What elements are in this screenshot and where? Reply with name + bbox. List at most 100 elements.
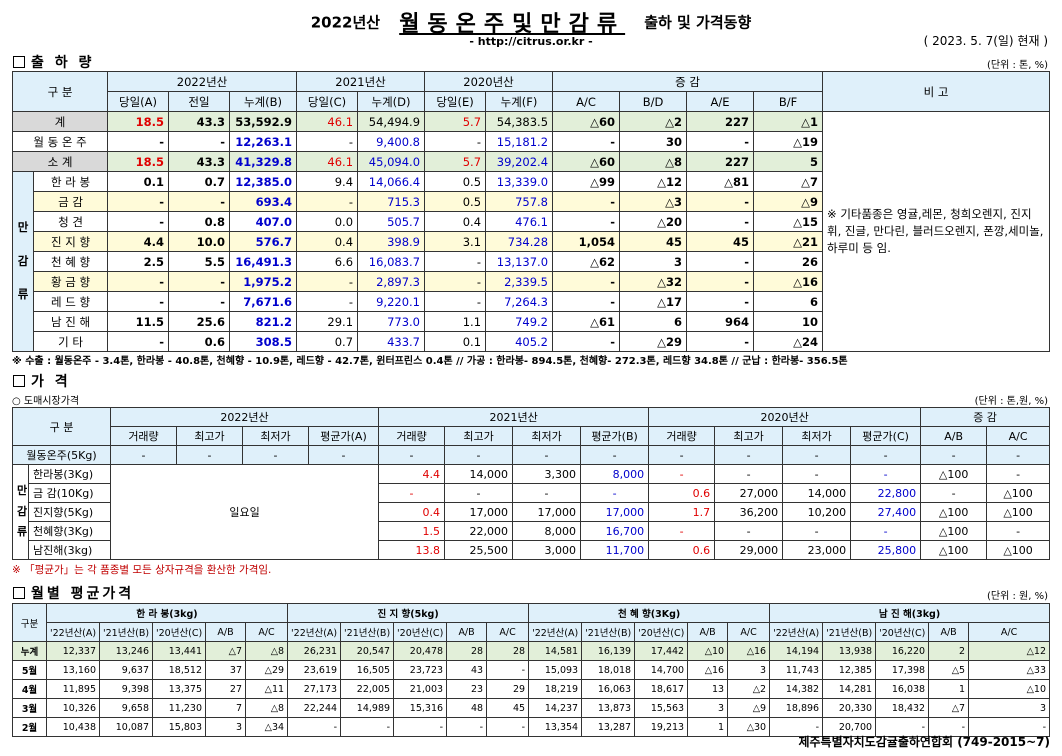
data-cell: 17,000 [444, 502, 514, 522]
row-label: 금 감 [32, 191, 109, 212]
data-cell: 16,083.7 [357, 251, 426, 272]
data-cell: 3,300 [512, 464, 582, 484]
data-cell: 13,873 [581, 698, 636, 718]
data-cell: △19 [753, 131, 824, 152]
subheader-cell: A/B [205, 622, 246, 642]
data-cell: △16 [687, 660, 729, 680]
header-gubun: 구분 [12, 603, 47, 642]
table-row: 금 감 - -693.4-715.3 0.5 757.8- △3- △9 [13, 191, 1050, 212]
data-cell: 53,592.9 [229, 111, 298, 132]
data-cell: 3.1 [424, 231, 487, 252]
data-cell: - [686, 251, 755, 272]
data-cell: 41,329.8 [229, 151, 298, 172]
data-cell: - [552, 131, 621, 152]
header-2022: 2022년산 [109, 407, 380, 427]
data-cell: 1.5 [378, 521, 446, 541]
data-cell: 3 [205, 717, 246, 737]
data-cell: 12,337 [46, 641, 100, 661]
data-cell: 45 [486, 698, 530, 718]
data-cell: 29.1 [296, 311, 359, 332]
data-cell: - [424, 271, 487, 292]
data-cell: 20,700 [822, 717, 877, 737]
data-cell: 13,246 [99, 641, 153, 661]
subheader-cell: 누계(D) [357, 91, 426, 112]
row-label: 진지향(5Kg) [28, 502, 111, 522]
data-cell: 14,194 [769, 641, 824, 661]
data-cell: - [714, 521, 784, 541]
data-cell: 13,354 [528, 717, 583, 737]
data-cell: - [242, 445, 309, 465]
data-cell: 46.1 [296, 111, 359, 132]
data-cell: 17,000 [512, 502, 582, 522]
subheader-cell: A/C [968, 622, 1050, 642]
data-cell: △29 [619, 331, 688, 352]
data-cell: 749.2 [485, 311, 554, 332]
subheader-cell: 평균가(A) [307, 426, 380, 446]
data-cell: 9.4 [296, 171, 359, 192]
data-cell: 10,326 [46, 698, 100, 718]
data-cell: 17,000 [580, 502, 650, 522]
row-label: 기 타 [32, 331, 109, 352]
data-cell: 9,400.8 [357, 131, 426, 152]
data-cell: - [986, 445, 1050, 465]
price-note: ※ 「평균가」는 각 품종별 모든 상자규격을 환산한 가격임. [12, 564, 272, 576]
data-cell: 3 [687, 698, 729, 718]
data-cell: 13,160 [46, 660, 100, 680]
data-cell: - [512, 445, 582, 465]
data-cell: 11,700 [580, 540, 650, 560]
data-cell: 0.7 [168, 171, 231, 192]
data-cell: 12,385 [822, 660, 877, 680]
data-cell: △3 [619, 191, 688, 212]
data-cell: 2,897.3 [357, 271, 426, 292]
data-cell: △24 [753, 331, 824, 352]
data-cell: 23,000 [782, 540, 852, 560]
data-cell: 1.7 [648, 502, 716, 522]
subheader-cell: 평균가(C) [850, 426, 922, 446]
subheader-cell: A/C [986, 426, 1050, 446]
data-cell: 12,385.0 [229, 171, 298, 192]
table-row: 청 견 -0.8 407.0 0.0 505.7 0.4 476.1- △20- △15 [13, 211, 1050, 232]
site-url[interactable]: - http://citrus.or.kr - [469, 35, 593, 48]
data-cell: - [168, 131, 231, 152]
data-cell: 16,139 [581, 641, 636, 661]
data-cell: 20,547 [340, 641, 395, 661]
data-cell: 715.3 [357, 191, 426, 212]
data-cell: 20,330 [822, 698, 877, 718]
data-cell: 0.5 [424, 191, 487, 212]
group-label-char: 류 [17, 287, 29, 302]
data-cell: - [287, 717, 342, 737]
data-cell: 9,398 [99, 679, 153, 699]
header-2022: 2022년산 [107, 71, 298, 92]
table-row: 남 진 해 11.5 25.6 821.2 29.1 773.0 1.1 749.2 △61 6 9… [13, 311, 1050, 332]
section-monthly-unit: (단위 : 원, %) [987, 591, 1048, 602]
data-cell: 3,000 [512, 540, 582, 560]
data-cell: △32 [619, 271, 688, 292]
data-cell: - [340, 717, 395, 737]
subheader-cell: 최저가 [512, 426, 582, 446]
subheader-cell: '21년산(B) [581, 622, 636, 642]
subheader-cell: 최고가 [176, 426, 243, 446]
subheader-cell: 최고가 [444, 426, 514, 446]
data-cell: 1,054 [552, 231, 621, 252]
data-cell: - [782, 464, 852, 484]
data-cell: 14,581 [528, 641, 583, 661]
group-header: 진 지 향(5kg) [287, 603, 530, 623]
data-cell: 757.8 [485, 191, 554, 212]
data-cell: 28 [446, 641, 488, 661]
data-cell: 1,975.2 [229, 271, 298, 292]
data-cell: △100 [986, 540, 1050, 560]
data-cell: 54,494.9 [357, 111, 426, 132]
data-cell: 0.4 [378, 502, 446, 522]
data-cell: - [107, 271, 170, 292]
data-cell: 14,237 [528, 698, 583, 718]
data-cell: 27,400 [850, 502, 922, 522]
data-cell: 19,213 [634, 717, 689, 737]
data-cell: - [378, 483, 446, 503]
data-cell: △60 [552, 151, 621, 172]
data-cell: - [486, 717, 530, 737]
data-cell: △7 [753, 171, 824, 192]
table-row: 기 타 -0.6 308.5 0.7 433.7 0.1 405.2- △29- △24 [13, 331, 1050, 352]
data-cell: 13 [687, 679, 729, 699]
subheader-cell: '22년산(A) [769, 622, 824, 642]
